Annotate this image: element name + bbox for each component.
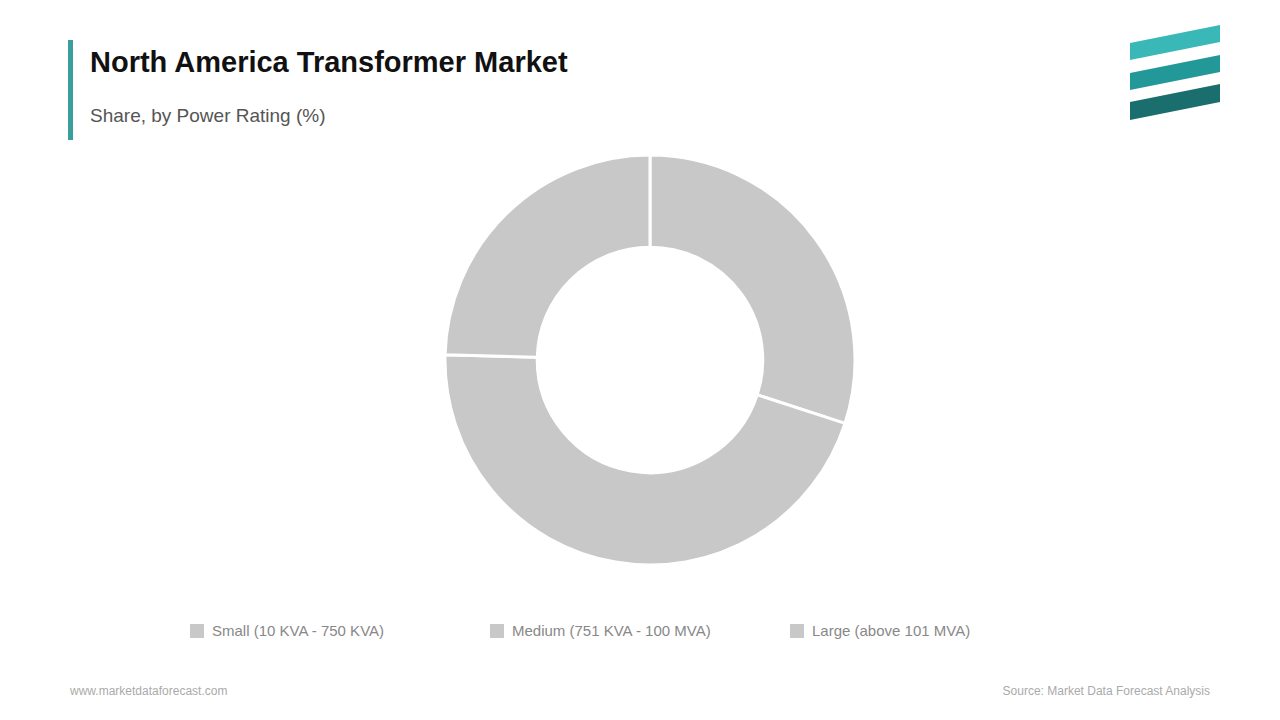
footer-left: www.marketdataforecast.com [69, 684, 227, 698]
background [0, 0, 1280, 720]
logo-layer [1130, 55, 1220, 90]
chart-container: North America Transformer Market Share, b… [0, 0, 1280, 720]
donut [445, 155, 855, 565]
chart-svg: North America Transformer Market Share, b… [0, 0, 1280, 720]
legend-label: Large (above 101 MVA) [812, 622, 970, 639]
donut-segment [445, 155, 650, 357]
legend-label: Medium (751 KVA - 100 MVA) [512, 622, 711, 639]
subtitle: Share, by Power Rating (%) [90, 105, 326, 126]
legend-swatch [190, 624, 204, 638]
title: North America Transformer Market [90, 46, 568, 78]
donut-segment [445, 355, 845, 565]
legend-swatch [790, 624, 804, 638]
logo [1130, 25, 1220, 120]
legend-label: Small (10 KVA - 750 KVA) [212, 622, 384, 639]
footer-right: Source: Market Data Forecast Analysis [1003, 684, 1210, 698]
logo-layer [1130, 25, 1220, 60]
page: {"chart_data": {"type": "donut", "title"… [0, 0, 1280, 720]
accent-bar [68, 40, 73, 140]
legend-swatch [490, 624, 504, 638]
legend: Small (10 KVA - 750 KVA) Medium (751 KVA … [190, 622, 970, 639]
logo-layer [1130, 84, 1220, 120]
donut-segment [650, 155, 855, 423]
